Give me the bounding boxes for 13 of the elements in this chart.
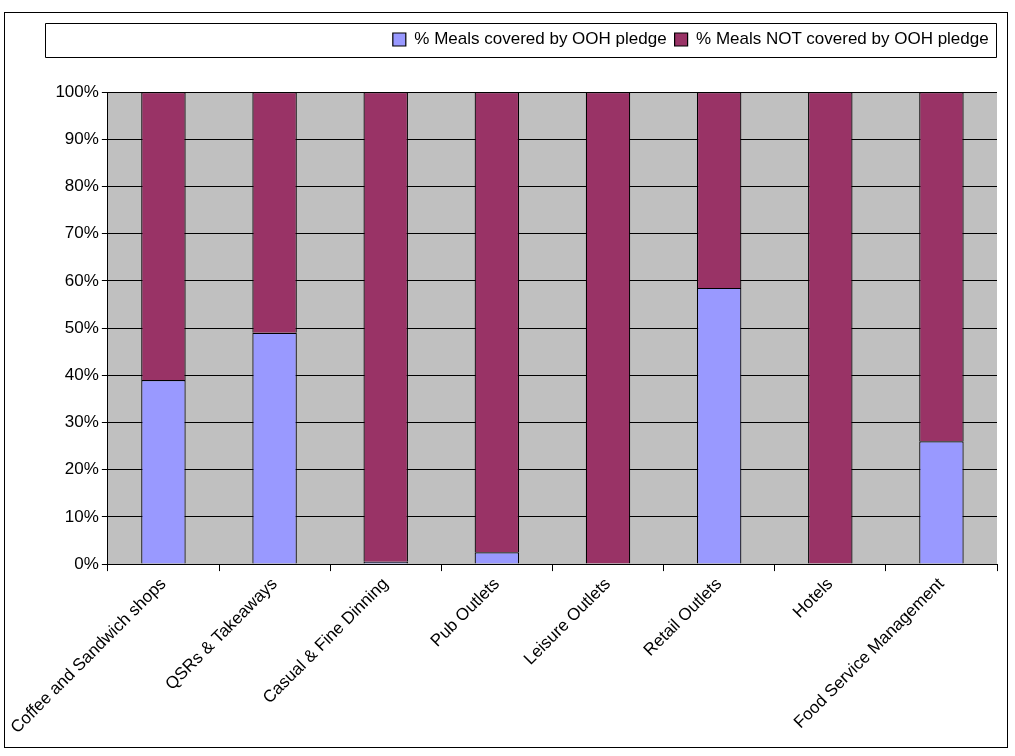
y-tick-label: 100%: [55, 81, 99, 101]
y-tick-label: 30%: [64, 412, 99, 432]
y-tick-label: 40%: [64, 364, 99, 384]
y-tick-label: 20%: [64, 459, 99, 479]
y-tick-label: 10%: [64, 506, 99, 526]
y-tick-label: 70%: [64, 223, 99, 243]
legend-label: % Meals covered by OOH pledge: [414, 29, 667, 49]
y-tick-label: 80%: [64, 176, 99, 196]
legend-label: % Meals NOT covered by OOH pledge: [696, 29, 989, 49]
y-tick-label: 90%: [64, 128, 99, 148]
y-tick-label: 0%: [74, 553, 99, 573]
y-tick-label: 50%: [64, 317, 99, 337]
y-tick-label: 60%: [64, 270, 99, 290]
